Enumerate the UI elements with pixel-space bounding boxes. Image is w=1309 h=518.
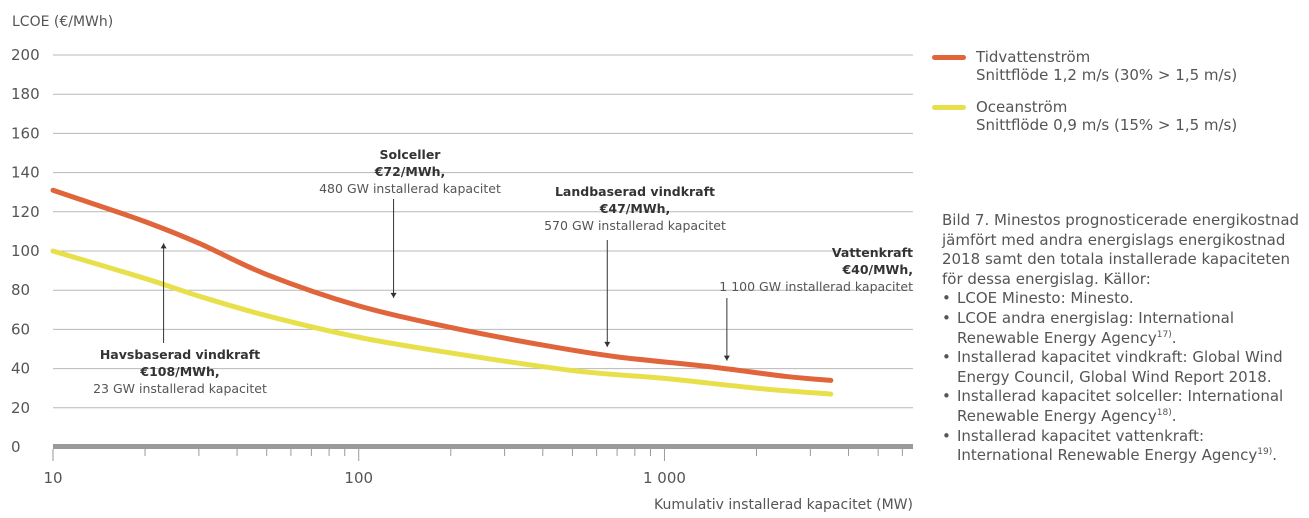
y-tick-label: 180 (11, 85, 40, 103)
y-tick-label: 20 (11, 399, 30, 417)
y-tick-labels: 0 20 40 60 80 100 120 140 160 180 200 (11, 46, 40, 456)
legend-item-tidvatten: Tidvattenström Snittflöde 1,2 m/s (30% >… (932, 48, 1237, 84)
annotation-title: Vattenkraft (831, 245, 913, 260)
annotation-capacity: 23 GW installerad kapacitet (93, 381, 267, 396)
caption-ref: 17) (1156, 329, 1172, 340)
annotation-arrows (160, 199, 730, 361)
annotation-value: €40/MWh, (842, 262, 913, 277)
annotation-vattenkraft: Vattenkraft €40/MWh, 1 100 GW installera… (673, 244, 913, 295)
legend-label: Tidvattenström (976, 48, 1091, 66)
annotation-landbaserad: Landbaserad vindkraft €47/MWh, 570 GW in… (515, 183, 755, 234)
y-tick-label: 0 (11, 438, 21, 456)
caption-source-list: LCOE Minesto: Minesto. LCOE andra energi… (942, 289, 1302, 465)
x-tick-label: 100 (344, 469, 373, 487)
annotation-arrowhead (390, 292, 397, 298)
caption-source: LCOE andra energislag: International Ren… (942, 309, 1302, 348)
y-tick-label: 120 (11, 203, 40, 221)
x-tick-label: 1 000 (643, 469, 686, 487)
annotation-value: €108/MWh, (140, 364, 220, 379)
y-axis-label: LCOE (€/MWh) (12, 14, 113, 30)
caption-source: Installerad kapacitet vattenkraft: Inter… (942, 427, 1302, 466)
y-tick-label: 140 (11, 164, 40, 182)
series-line-ocean (50, 248, 834, 397)
annotation-havsbaserad: Havsbaserad vindkraft €108/MWh, 23 GW in… (60, 346, 300, 397)
legend-swatch-tidvatten (932, 55, 966, 60)
annotation-capacity: 480 GW installerad kapacitet (319, 181, 501, 196)
x-axis: 10 100 1 000 (43, 444, 913, 487)
caption-ref: 19) (1257, 447, 1273, 458)
y-tick-label: 160 (11, 124, 40, 142)
x-axis-line (53, 444, 913, 449)
grid-lines (53, 54, 913, 409)
y-tick-label: 40 (11, 360, 30, 378)
caption-source: Installerad kapacitet vindkraft: Global … (942, 348, 1302, 387)
legend-label: Oceanström (976, 98, 1068, 116)
series-line-tidvatten (50, 187, 834, 383)
figure-caption: Bild 7. Minestos prognosticerade energik… (942, 211, 1302, 466)
caption-source: LCOE Minesto: Minesto. (942, 289, 1302, 309)
annotation-title: Havsbaserad vindkraft (99, 347, 261, 362)
y-tick-label: 100 (11, 242, 40, 260)
caption-text: Bild 7. Minestos prognosticerade energik… (942, 211, 1300, 288)
annotation-arrowhead (723, 355, 730, 361)
annotation-capacity: 1 100 GW installerad kapacitet (719, 279, 913, 294)
y-tick-label: 80 (11, 281, 30, 299)
x-axis-label: Kumulativ installerad kapacitet (MW) (654, 497, 913, 513)
annotation-arrowhead (604, 341, 611, 347)
annotation-title: Landbaserad vindkraft (554, 184, 716, 199)
series-lines (50, 187, 834, 397)
y-tick-label: 60 (11, 320, 30, 338)
annotation-arrowhead (160, 243, 167, 249)
annotation-title: Solceller (379, 147, 441, 162)
x-tick-label: 10 (43, 469, 62, 487)
annotation-capacity: 570 GW installerad kapacitet (544, 218, 726, 233)
legend-subtitle: Snittflöde 0,9 m/s (15% > 1,5 m/s) (976, 116, 1238, 134)
y-tick-label: 200 (11, 46, 40, 64)
annotation-value: €72/MWh, (374, 164, 446, 179)
legend-subtitle: Snittflöde 1,2 m/s (30% > 1,5 m/s) (976, 66, 1238, 84)
annotation-value: €47/MWh, (599, 201, 671, 216)
annotation-solceller: Solceller €72/MWh, 480 GW installerad ka… (290, 146, 530, 197)
legend-swatch-ocean (932, 105, 966, 110)
legend-item-ocean: Oceanström Snittflöde 0,9 m/s (15% > 1,5… (932, 98, 1237, 134)
caption-source: Installerad kapacitet solceller: Interna… (942, 387, 1302, 426)
caption-ref: 18) (1156, 407, 1172, 418)
